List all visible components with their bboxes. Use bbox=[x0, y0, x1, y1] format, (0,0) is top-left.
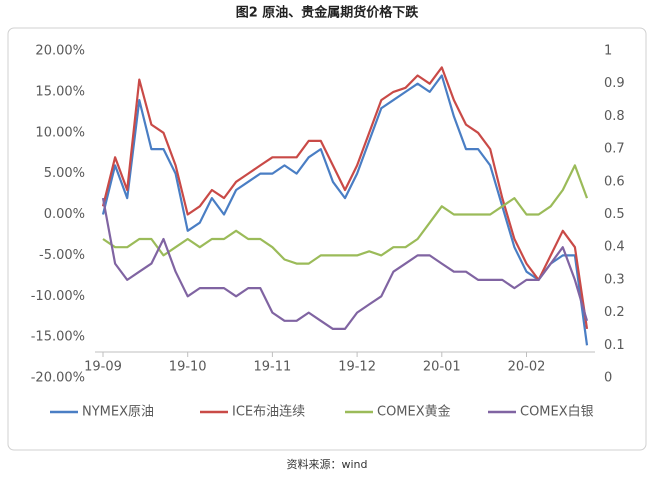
y-tick-label: -15.00% bbox=[31, 330, 85, 345]
y2-tick-label: 0.7 bbox=[604, 142, 625, 157]
y2-tick-label: 0.3 bbox=[604, 272, 625, 287]
y2-tick-label: 0.2 bbox=[604, 305, 625, 320]
source: 资料来源：wind bbox=[286, 457, 367, 471]
y2-tick-label: 0.8 bbox=[604, 109, 625, 124]
y-tick-label: -20.00% bbox=[31, 371, 85, 386]
y-tick-label: 15.00% bbox=[35, 84, 85, 99]
y2-tick-label: 0.6 bbox=[604, 174, 625, 189]
y2-tick-label: 1 bbox=[604, 44, 612, 59]
x-tick-label: 19-09 bbox=[84, 360, 122, 375]
chart-frame bbox=[7, 27, 647, 451]
y-tick-label: 0.00% bbox=[44, 207, 85, 222]
y2-tick-label: 0.4 bbox=[604, 240, 625, 255]
y-tick-label: 10.00% bbox=[35, 125, 85, 140]
line-series bbox=[101, 74, 589, 346]
x-tick-label: 19-12 bbox=[338, 360, 376, 375]
legend-label: NYMEX原油 bbox=[82, 405, 154, 420]
x-tick-label: 20-01 bbox=[423, 360, 461, 375]
x-tick-label: 20-02 bbox=[508, 360, 546, 375]
y2-tick-label: 0 bbox=[604, 371, 612, 386]
legend-label: COMEX白银 bbox=[520, 404, 594, 420]
y-tick-label: -5.00% bbox=[39, 248, 85, 263]
legend-label: ICE布油连续 bbox=[232, 404, 305, 420]
line-series bbox=[102, 164, 589, 265]
x-tick-label: 19-11 bbox=[254, 360, 292, 375]
y-tick-label: -10.00% bbox=[31, 289, 85, 304]
y2-tick-label: 0.5 bbox=[604, 207, 625, 222]
y2-tick-label: 0.1 bbox=[604, 338, 625, 353]
y-tick-label: 5.00% bbox=[44, 166, 85, 181]
y2-tick-label: 0.9 bbox=[604, 76, 625, 91]
chart-title: 图2 原油、贵金属期货价格下跌 bbox=[236, 5, 420, 21]
legend-label: COMEX黄金 bbox=[377, 404, 451, 420]
line-series bbox=[101, 66, 589, 330]
x-tick-label: 19-10 bbox=[169, 360, 207, 375]
y-tick-label: 20.00% bbox=[35, 44, 85, 59]
line-series bbox=[101, 197, 589, 330]
